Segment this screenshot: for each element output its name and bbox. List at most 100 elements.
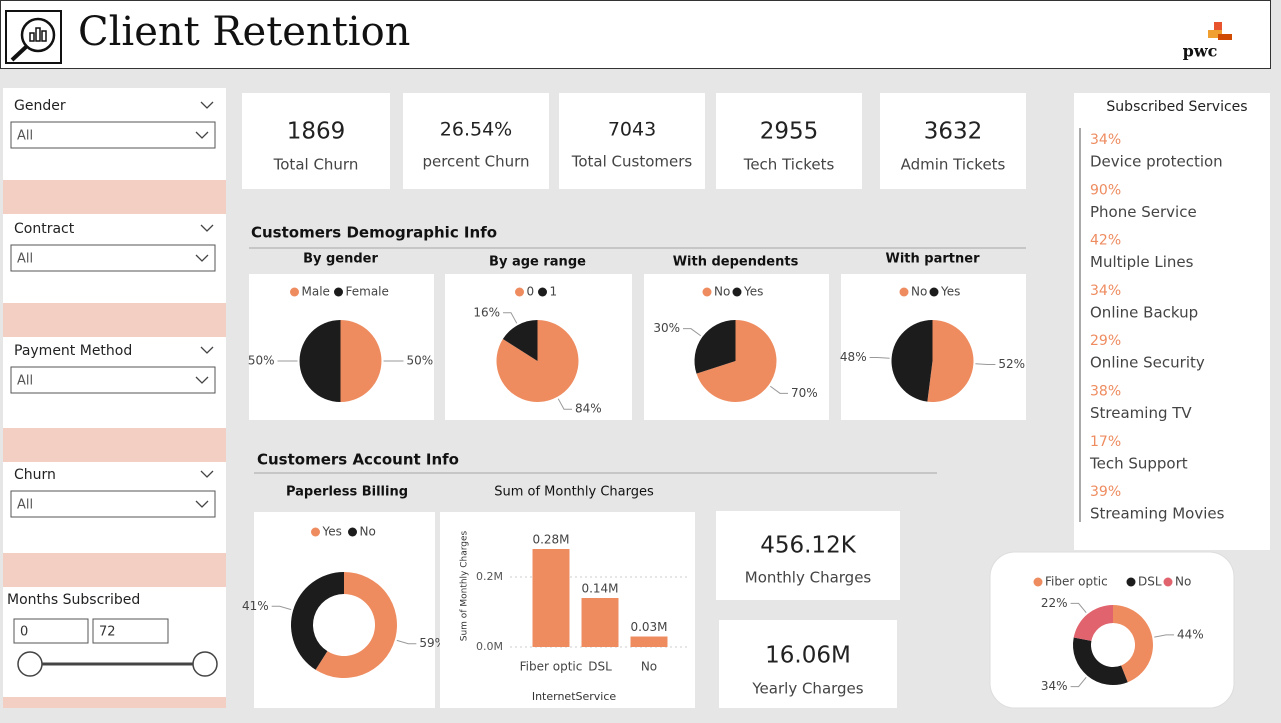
header-bar xyxy=(0,0,1271,69)
data-label: 48% xyxy=(840,350,867,364)
kpi-value: 16.06M xyxy=(765,643,851,669)
leader-line xyxy=(396,639,417,645)
legend-label: Yes xyxy=(743,285,763,299)
kpi-card xyxy=(242,93,390,189)
chart-title: With dependents xyxy=(673,255,799,270)
dropdown-chevron xyxy=(195,254,209,262)
leader-line xyxy=(1154,634,1175,638)
slider-handle[interactable] xyxy=(17,651,43,677)
chart-title: By gender xyxy=(303,252,378,267)
filter-dropdown[interactable] xyxy=(10,366,216,394)
months-min-input[interactable] xyxy=(13,618,89,644)
page-title: Client Retention xyxy=(78,9,410,55)
kpi-card xyxy=(403,93,549,189)
bar-value-label: 0.03M xyxy=(630,620,667,634)
data-label: 84% xyxy=(575,402,602,416)
legend-swatch xyxy=(732,287,742,297)
kpi-label: Yearly Charges xyxy=(751,680,863,698)
kpi-value: 7043 xyxy=(608,119,656,141)
leader-line xyxy=(975,363,996,365)
service-percent: 39% xyxy=(1090,484,1121,500)
legend-label: 1 xyxy=(550,285,558,299)
filter-separator xyxy=(3,553,226,587)
service-name: Phone Service xyxy=(1090,203,1197,221)
donut-slice xyxy=(1113,604,1153,683)
filter-dropdown[interactable] xyxy=(10,490,216,518)
kpi-card xyxy=(716,511,900,600)
pie-slice xyxy=(891,320,933,402)
data-label: 50% xyxy=(248,354,275,368)
filter-dropdown[interactable] xyxy=(10,121,216,149)
y-tick-label: 0.2M xyxy=(476,570,503,583)
months-max: 72 xyxy=(99,625,116,640)
legend-label: No xyxy=(714,285,730,299)
kpi-card xyxy=(880,93,1026,189)
filter-separator xyxy=(3,697,226,708)
chart-title: With partner xyxy=(886,252,981,267)
filter-separator xyxy=(3,180,226,214)
y-axis-label: Sum of Monthly Charges xyxy=(460,530,470,641)
pie-slice xyxy=(694,320,736,374)
service-percent: 38% xyxy=(1090,384,1121,400)
data-label: 59% xyxy=(419,636,446,650)
dropdown-chevron xyxy=(195,131,209,139)
months-max-input[interactable] xyxy=(92,618,169,644)
months-min: 0 xyxy=(20,625,28,640)
legend-swatch xyxy=(1163,577,1173,587)
bar-value-label: 0.14M xyxy=(581,582,618,596)
kpi-card xyxy=(559,93,705,189)
legend-swatch xyxy=(515,287,524,297)
legend-swatch xyxy=(538,287,547,297)
services-title: Subscribed Services xyxy=(1106,99,1247,115)
service-name: Tech Support xyxy=(1089,454,1188,472)
data-label: 41% xyxy=(242,599,269,613)
leader-line xyxy=(1070,602,1087,613)
service-percent: 90% xyxy=(1090,182,1121,198)
service-name: Online Backup xyxy=(1090,303,1198,321)
filter-chevron xyxy=(200,346,214,354)
pie-slice xyxy=(340,320,382,402)
service-percent: 29% xyxy=(1090,333,1121,349)
service-percent: 17% xyxy=(1090,434,1121,450)
slider-handle[interactable] xyxy=(192,651,218,677)
filter-dropdown[interactable] xyxy=(10,244,216,272)
legend-swatch xyxy=(929,287,939,297)
bar xyxy=(532,549,570,647)
kpi-label: Total Churn xyxy=(273,156,359,174)
legend-label: No xyxy=(911,285,927,299)
pie-slice xyxy=(696,320,777,402)
x-axis-label: InternetService xyxy=(532,690,617,703)
pie-slice xyxy=(927,319,974,402)
leader-line xyxy=(869,357,890,359)
donut-slice xyxy=(1072,637,1128,686)
pie-slice xyxy=(502,320,538,361)
legend-label: No xyxy=(1175,575,1191,589)
service-name: Multiple Lines xyxy=(1090,253,1194,271)
leader-line xyxy=(557,398,572,410)
leader-line xyxy=(1070,677,1087,688)
filter-value: All xyxy=(17,374,33,389)
services-panel xyxy=(1074,93,1270,550)
leader-line xyxy=(683,328,702,337)
filter-separator xyxy=(3,428,226,462)
service-percent: 42% xyxy=(1090,233,1121,249)
filter-label: Payment Method xyxy=(14,343,132,359)
service-name: Online Security xyxy=(1090,354,1205,372)
legend-label: Male xyxy=(302,285,330,299)
filter-value: All xyxy=(17,498,33,513)
filter-value: All xyxy=(17,252,33,267)
logo-mark xyxy=(1208,22,1232,40)
kpi-card xyxy=(716,93,862,189)
service-name: Device protection xyxy=(1090,153,1223,171)
section-title: Customers Demographic Info xyxy=(251,224,497,242)
legend-swatch xyxy=(1126,577,1136,587)
kpi-card xyxy=(719,620,897,708)
chart-title: By age range xyxy=(489,255,586,270)
dropdown-chevron xyxy=(195,500,209,508)
kpi-label: percent Churn xyxy=(422,153,529,171)
legend-label: Female xyxy=(346,285,389,299)
legend-swatch xyxy=(702,287,712,297)
legend-label: 0 xyxy=(527,285,535,299)
